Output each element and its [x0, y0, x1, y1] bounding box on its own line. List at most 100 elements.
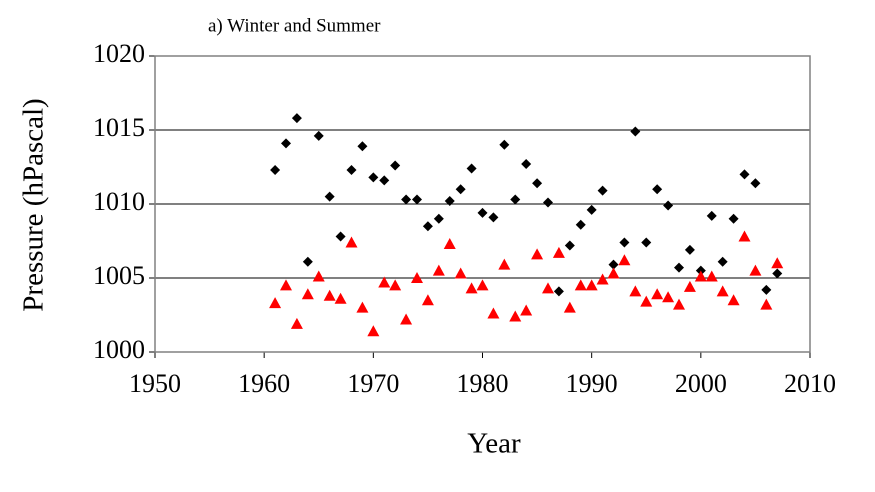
point — [401, 194, 412, 205]
point — [499, 139, 510, 150]
point — [356, 301, 369, 313]
point — [717, 256, 728, 267]
point — [290, 317, 303, 329]
point — [563, 301, 576, 313]
point — [652, 184, 663, 195]
y-tick-label: 1015 — [93, 113, 145, 142]
point — [412, 194, 422, 205]
point — [389, 279, 402, 291]
point — [357, 141, 368, 152]
point — [313, 130, 324, 141]
point — [706, 210, 717, 221]
y-axis-label: Pressure (hPascal) — [18, 98, 50, 311]
point — [771, 257, 784, 269]
point — [334, 292, 347, 304]
point — [400, 313, 413, 325]
point — [443, 237, 456, 249]
point — [531, 248, 544, 260]
point — [301, 288, 314, 300]
point — [772, 268, 783, 279]
point — [455, 184, 466, 195]
x-tick-label: 1990 — [566, 369, 618, 398]
point — [619, 237, 630, 248]
x-tick-label: 1950 — [129, 369, 181, 398]
point — [520, 304, 533, 316]
x-tick-label: 1960 — [238, 369, 290, 398]
point — [575, 219, 586, 230]
point — [629, 285, 642, 297]
point — [291, 113, 302, 124]
point — [608, 259, 619, 270]
point — [760, 298, 773, 310]
point — [532, 178, 543, 189]
x-tick-label: 2010 — [784, 369, 836, 398]
point — [694, 270, 707, 282]
point — [421, 294, 434, 306]
point — [727, 294, 740, 306]
point — [574, 279, 587, 291]
point — [433, 213, 444, 224]
point — [641, 237, 652, 248]
point — [543, 197, 553, 208]
point — [662, 291, 675, 303]
point — [422, 221, 433, 232]
y-tick-label: 1005 — [93, 261, 145, 290]
point — [411, 272, 423, 283]
point — [705, 270, 718, 282]
point — [346, 164, 357, 175]
point — [432, 264, 445, 276]
point — [552, 246, 565, 258]
point — [651, 288, 664, 300]
point — [585, 279, 598, 291]
point — [465, 282, 478, 294]
point — [312, 270, 325, 282]
plot-border — [154, 55, 811, 353]
point — [521, 159, 532, 170]
point — [586, 204, 597, 215]
point — [488, 212, 499, 223]
point — [379, 175, 390, 186]
point — [454, 267, 467, 279]
point — [542, 282, 554, 294]
y-tick-label: 1010 — [93, 187, 145, 216]
point — [553, 286, 564, 297]
point — [618, 254, 631, 266]
point — [761, 284, 772, 295]
point — [477, 207, 488, 218]
point — [739, 169, 750, 180]
point — [728, 213, 739, 224]
x-axis-label: Year — [467, 428, 521, 460]
point — [716, 285, 729, 297]
point — [674, 262, 684, 273]
point — [510, 194, 521, 205]
y-tick-label: 1000 — [93, 335, 145, 364]
point — [607, 267, 620, 279]
point — [476, 279, 489, 291]
point — [749, 264, 762, 276]
point — [750, 178, 761, 189]
point — [640, 295, 653, 307]
point — [564, 240, 575, 251]
point — [498, 258, 511, 270]
x-tick-label: 1980 — [457, 369, 509, 398]
point — [378, 276, 391, 288]
point — [324, 191, 335, 202]
point — [270, 164, 281, 175]
x-tick-label: 2000 — [675, 369, 727, 398]
point — [281, 138, 291, 149]
y-tick-label: 1020 — [93, 39, 145, 68]
point — [663, 200, 674, 211]
point — [630, 126, 641, 137]
point — [302, 256, 313, 267]
point — [487, 307, 500, 319]
point — [466, 163, 477, 174]
point — [738, 230, 751, 242]
point — [509, 310, 522, 322]
point — [323, 289, 336, 301]
point — [345, 236, 358, 248]
point — [335, 231, 346, 242]
point — [368, 172, 379, 183]
point — [390, 160, 401, 171]
x-tick-label: 1970 — [347, 369, 399, 398]
